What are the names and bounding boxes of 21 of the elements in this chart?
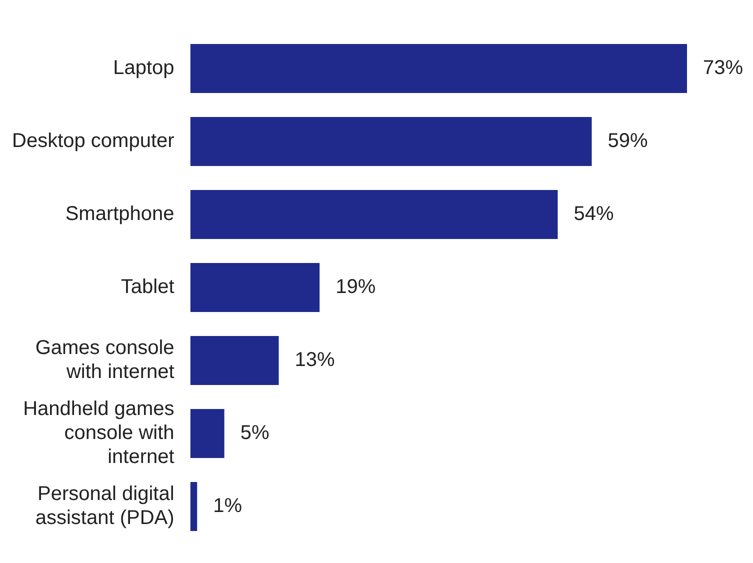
data-label: 13% — [294, 349, 335, 372]
y-tick-label: Smartphone — [65, 203, 174, 226]
data-label: 1% — [213, 495, 242, 518]
bar — [190, 116, 592, 166]
data-label: 19% — [336, 276, 376, 298]
data-label: 59% — [608, 130, 648, 152]
bar — [190, 190, 558, 240]
y-tick-label: Laptop — [113, 57, 174, 80]
data-label: 54% — [574, 203, 614, 226]
y-tick-label: Desktop computer — [12, 130, 175, 152]
y-tick-label: Handheld games console with internet — [23, 398, 175, 468]
data-label: 73% — [703, 57, 744, 80]
data-label: 5% — [240, 422, 270, 444]
y-tick-label: Tablet — [120, 276, 175, 298]
bar — [190, 336, 279, 386]
y-tick-label: Personal digital assistant (PDA) — [35, 483, 174, 530]
bar — [190, 482, 198, 532]
bar — [190, 44, 687, 94]
y-tick-label: Games console with internet — [35, 337, 175, 384]
bar — [190, 262, 320, 312]
bar — [190, 408, 224, 458]
